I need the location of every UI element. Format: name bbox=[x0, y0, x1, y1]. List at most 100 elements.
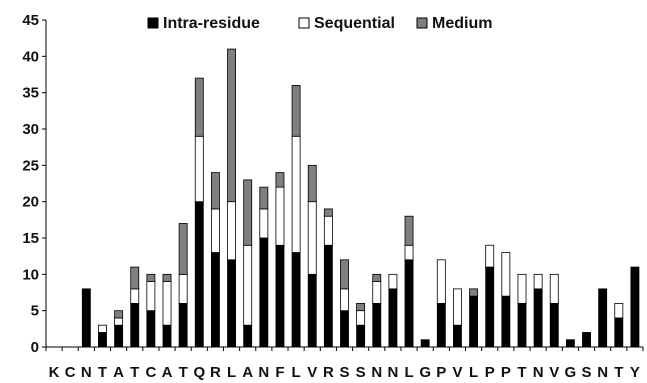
bar-segment-sequential bbox=[227, 201, 236, 261]
bar-segment-medium bbox=[259, 186, 269, 210]
bar-segment-sequential bbox=[130, 288, 140, 304]
x-category-label: N bbox=[258, 364, 269, 381]
x-category-label: N bbox=[81, 364, 92, 381]
bar-segment-sequential bbox=[453, 288, 462, 326]
y-tick-label: 15 bbox=[22, 230, 39, 247]
bar-segment-intra-residue bbox=[549, 302, 559, 348]
legend-label-medium: Medium bbox=[432, 15, 492, 32]
bar-segment-intra-residue bbox=[130, 302, 140, 348]
bar-segment-intra-residue bbox=[194, 201, 204, 348]
y-tick-label: 20 bbox=[22, 194, 39, 211]
y-tick-label: 5 bbox=[31, 303, 39, 320]
legend: Intra-residue Sequential Medium bbox=[147, 15, 492, 32]
x-category-label: K bbox=[49, 364, 60, 381]
y-tick-label: 35 bbox=[22, 85, 39, 102]
bar-segment-intra-residue bbox=[501, 295, 511, 348]
bar-segment-intra-residue bbox=[114, 324, 124, 348]
bar-segment-sequential bbox=[517, 273, 527, 304]
bar-segment-intra-residue bbox=[323, 244, 333, 348]
x-category-label: L bbox=[227, 364, 236, 381]
x-category-label: P bbox=[485, 364, 495, 381]
x-category-label: R bbox=[323, 364, 334, 381]
bar-segment-medium bbox=[243, 179, 253, 246]
bar-segment-intra-residue bbox=[243, 324, 253, 348]
bar-segment-medium bbox=[404, 215, 414, 246]
x-category-label: F bbox=[275, 364, 284, 381]
bar-segment-intra-residue bbox=[630, 266, 640, 348]
bar-segment-sequential bbox=[436, 259, 446, 304]
bar-segment-intra-residue bbox=[436, 302, 446, 348]
x-category-label: L bbox=[404, 364, 413, 381]
bar-segment-sequential bbox=[388, 273, 398, 290]
x-category-label: N bbox=[533, 364, 544, 381]
bar-segment-medium bbox=[469, 288, 479, 297]
bar-segment-sequential bbox=[533, 273, 543, 290]
legend-label-intra-residue: Intra-residue bbox=[163, 15, 260, 32]
bar-segment-medium bbox=[356, 302, 366, 312]
bar-segment-intra-residue bbox=[178, 302, 188, 348]
x-category-label: T bbox=[614, 364, 623, 381]
bar-segment-sequential bbox=[243, 244, 253, 326]
x-category-label: C bbox=[145, 364, 156, 381]
x-category-label: L bbox=[292, 364, 301, 381]
x-category-label: G bbox=[565, 364, 577, 381]
bar-segment-intra-residue bbox=[275, 244, 285, 348]
x-category-label: G bbox=[419, 364, 431, 381]
bar-segment-sequential bbox=[275, 186, 285, 246]
bar-segment-intra-residue bbox=[404, 259, 414, 348]
bar-segment-intra-residue bbox=[98, 332, 107, 348]
x-category-label: V bbox=[452, 364, 462, 381]
bar-segment-intra-residue bbox=[582, 332, 591, 348]
bar-segment-intra-residue bbox=[517, 302, 527, 348]
bar-segment-intra-residue bbox=[420, 339, 430, 348]
bar-segment-intra-residue bbox=[614, 317, 624, 348]
x-category-label: C bbox=[65, 364, 76, 381]
x-category-label: P bbox=[501, 364, 511, 381]
bars bbox=[81, 48, 640, 348]
bar-segment-sequential bbox=[404, 244, 414, 261]
legend-swatch-medium bbox=[416, 17, 428, 29]
bar-segment-medium bbox=[275, 172, 285, 188]
bar-segment-intra-residue bbox=[340, 310, 349, 348]
bar-segment-sequential bbox=[194, 135, 204, 203]
x-category-label: A bbox=[162, 364, 173, 381]
bar-segment-sequential bbox=[114, 317, 124, 326]
bar-segment-intra-residue bbox=[469, 295, 479, 348]
legend-label-sequential: Sequential bbox=[314, 15, 395, 32]
bar-segment-sequential bbox=[146, 281, 156, 312]
y-tick-label: 40 bbox=[22, 48, 39, 65]
bar-segment-intra-residue bbox=[388, 288, 398, 348]
legend-swatch-intra-residue bbox=[147, 17, 159, 29]
bar-segment-intra-residue bbox=[259, 237, 269, 348]
x-category-label: L bbox=[469, 364, 478, 381]
bar-segment-medium bbox=[210, 172, 220, 210]
bar-segment-medium bbox=[178, 223, 188, 275]
bar-segment-medium bbox=[323, 208, 333, 217]
bar-segment-sequential bbox=[307, 201, 317, 275]
x-category-label: A bbox=[113, 364, 124, 381]
bar-segment-medium bbox=[227, 48, 236, 203]
x-category-label: V bbox=[307, 364, 317, 381]
bar-segment-sequential bbox=[178, 273, 188, 304]
bar-segment-medium bbox=[130, 266, 140, 290]
bar-segment-intra-residue bbox=[356, 324, 366, 348]
bar-segment-sequential bbox=[162, 281, 172, 326]
bar-segment-medium bbox=[291, 85, 301, 137]
bar-segment-intra-residue bbox=[210, 252, 220, 348]
bar-segment-sequential bbox=[501, 252, 511, 297]
bar-segment-intra-residue bbox=[565, 339, 575, 348]
x-category-label: A bbox=[242, 364, 253, 381]
x-category-label: S bbox=[356, 364, 366, 381]
bar-segment-intra-residue bbox=[146, 310, 156, 348]
bar-segment-intra-residue bbox=[453, 324, 462, 348]
x-category-label: N bbox=[387, 364, 398, 381]
x-category-label: T bbox=[517, 364, 526, 381]
bar-segment-intra-residue bbox=[162, 324, 172, 348]
x-category-label: R bbox=[210, 364, 221, 381]
bar-segment-medium bbox=[340, 259, 349, 290]
x-category-label: N bbox=[371, 364, 382, 381]
bar-segment-sequential bbox=[340, 288, 349, 312]
bar-segment-sequential bbox=[356, 310, 366, 326]
